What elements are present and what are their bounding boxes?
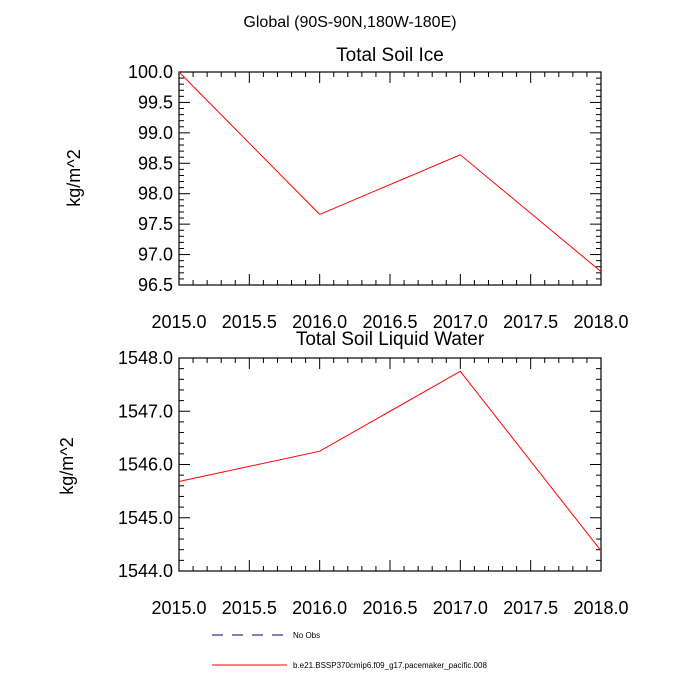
panel-title: Total Soil Ice xyxy=(336,45,444,66)
series-line xyxy=(178,71,602,272)
y-tick-label: 1546.0 xyxy=(118,455,173,475)
y-tick-label: 100.0 xyxy=(128,62,173,82)
x-tick-label: 2016.5 xyxy=(362,598,417,618)
x-tick-label: 2016.0 xyxy=(292,312,347,332)
x-tick-label: 2015.0 xyxy=(151,598,206,618)
plot-frame xyxy=(178,357,602,572)
x-tick-label: 2017.0 xyxy=(433,312,488,332)
plot-frame xyxy=(178,71,602,286)
y-axis-label: kg/m^2 xyxy=(57,437,77,494)
x-tick-label: 2016.0 xyxy=(292,598,347,618)
y-tick-label: 96.5 xyxy=(138,275,173,295)
x-tick-label: 2015.5 xyxy=(222,598,277,618)
x-tick-label: 2017.5 xyxy=(503,598,558,618)
figure-title: Global (90S-90N,180W-180E) xyxy=(243,14,456,31)
y-tick-label: 1544.0 xyxy=(118,561,173,581)
y-tick-label: 98.0 xyxy=(138,184,173,204)
panel-soil-liquid-water: Total Soil Liquid Water kg/m^2 2015.0 201… xyxy=(57,329,629,618)
y-tick-label: 97.0 xyxy=(138,245,173,265)
x-tick-label: 2017.5 xyxy=(503,312,558,332)
x-tick-label: 2015.5 xyxy=(222,312,277,332)
x-tick-label: 2015.0 xyxy=(151,312,206,332)
x-tick-label: 2018.0 xyxy=(573,598,628,618)
panel-soil-ice: Total Soil Ice kg/m^2 2015.0 2015.5 2016.0… xyxy=(64,45,629,332)
y-tick-label: 97.5 xyxy=(138,214,173,234)
legend-label-no-obs: No Obs xyxy=(293,631,320,640)
y-tick-label: 99.0 xyxy=(138,123,173,143)
y-axis-label: kg/m^2 xyxy=(64,149,84,206)
x-tick-label: 2016.5 xyxy=(362,312,417,332)
legend-label-model: b.e21.BSSP370cmip6.f09_g17.pacemaker_pac… xyxy=(293,661,487,670)
x-tick-label: 2018.0 xyxy=(573,312,628,332)
y-tick-label: 98.5 xyxy=(138,153,173,173)
y-tick-label: 1545.0 xyxy=(118,508,173,528)
y-tick-label: 99.5 xyxy=(138,92,173,112)
series-line xyxy=(178,370,602,552)
panel-title: Total Soil Liquid Water xyxy=(296,329,485,350)
y-tick-label: 1548.0 xyxy=(118,348,173,368)
x-tick-label: 2017.0 xyxy=(433,598,488,618)
y-tick-label: 1547.0 xyxy=(118,401,173,421)
legend: No Obs b.e21.BSSP370cmip6.f09_g17.pacema… xyxy=(212,631,487,670)
